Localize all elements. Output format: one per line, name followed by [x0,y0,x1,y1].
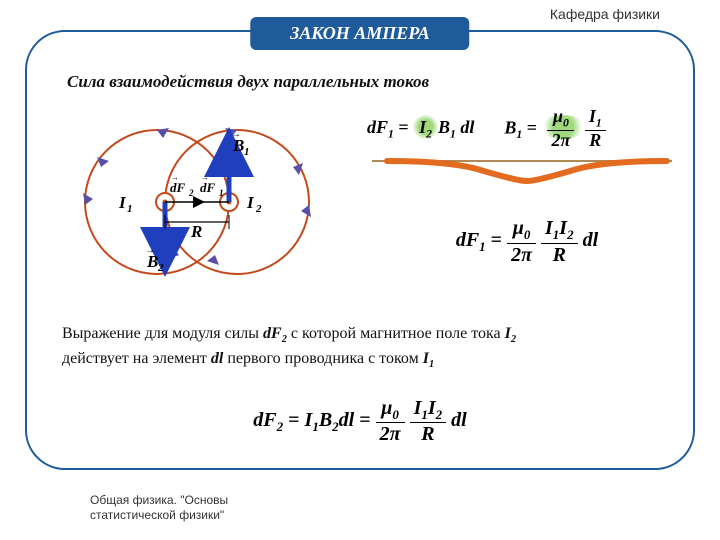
slide-subtitle: Сила взаимодействия двух параллельных то… [67,72,429,92]
svg-text:2: 2 [188,188,194,198]
slide-title: ЗАКОН АМПЕРА [250,17,469,50]
eq-dF1: dF1 = I2B1 dl [367,117,474,141]
eq-dF2-full: dF2 = I1B2dl = μ02π I1I2R dl [27,397,693,445]
slide-frame: ЗАКОН АМПЕРА Сила взаимодействия двух па… [25,30,695,470]
eq-dF1-full: dF1 = μ02π I1I2R dl [367,217,687,265]
svg-text:1: 1 [127,203,133,215]
formula-block: dF1 = I2B1 dl B1 = μ02π I1R dF1 = μ02π I… [367,107,687,307]
svg-text:I: I [246,193,255,212]
svg-text:1: 1 [244,146,250,158]
svg-text:→: → [231,129,241,140]
svg-text:→: → [171,173,179,182]
department-label: Кафедра физики [550,6,660,22]
svg-text:→: → [145,245,155,256]
eq-B1: B1 = μ02π I1R [504,107,605,151]
svg-text:dF: dF [200,180,216,195]
svg-text:2: 2 [157,262,164,274]
svg-text:I: I [118,193,127,212]
body-paragraph: Выражение для модуля силы dF2 с которой … [62,322,658,373]
svg-text:→: → [201,173,209,182]
footer-text: Общая физика. "Основыстатистической физи… [90,493,228,522]
svg-text:1: 1 [219,188,224,198]
brace-icon [367,155,677,189]
svg-text:2: 2 [255,203,262,215]
svg-text:R: R [190,222,202,241]
svg-text:dF: dF [170,180,186,195]
field-diagram: I1 I2 B1 B2 dF2 dF1 R → → → → [47,107,347,297]
